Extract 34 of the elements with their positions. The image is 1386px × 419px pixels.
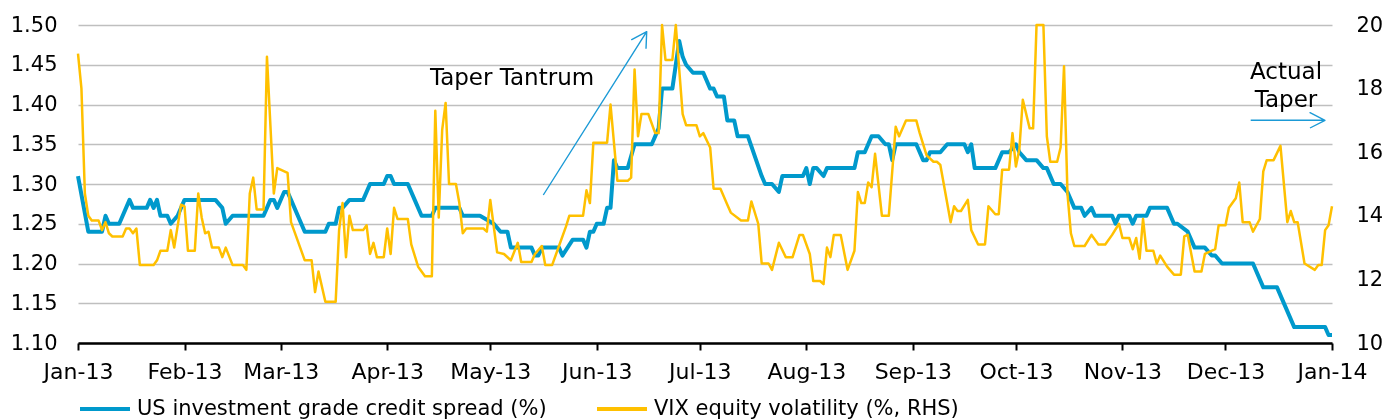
y2-tick-label: 18	[1356, 76, 1384, 101]
y-tick-label: 1.35	[10, 131, 58, 156]
y-tick-label: 1.40	[10, 92, 58, 116]
y-tick-label: 1.30	[10, 171, 58, 196]
x-tick-label: Aug-13	[767, 358, 847, 384]
x-tick-label: May-13	[450, 358, 532, 384]
x-tick-label: Mar-13	[243, 358, 320, 384]
x-tick-label: Jan-14	[1295, 358, 1368, 384]
annotation: Actual Taper	[1249, 57, 1323, 112]
x-tick-label: Oct-13	[979, 358, 1054, 384]
legend-label: VIX equity volatility (%, RHS)	[654, 396, 959, 419]
annotation: Taper Tantrum	[428, 64, 595, 90]
legend-label: US investment grade credit spread (%)	[137, 396, 547, 419]
y-tick-label: 1.15	[10, 290, 58, 315]
y2-tick-label: 14	[1356, 203, 1384, 228]
x-tick-label: Apr-13	[351, 358, 424, 384]
y-tick-label: 1.25	[10, 211, 58, 236]
x-tick-label: Nov-13	[1083, 358, 1163, 384]
y-tick-label: 1.50	[10, 12, 58, 37]
line-series	[76, 23, 1334, 303]
x-tick-label: Sep-13	[874, 358, 953, 384]
y2-tick-label: 16	[1356, 139, 1384, 164]
y2-tick-label: 12	[1356, 266, 1384, 291]
y-tick-label: 1.20	[10, 251, 58, 275]
x-tick-label: Jul-13	[667, 358, 732, 384]
y-tick-label: 1.45	[10, 52, 58, 77]
y2-tick-label: 20	[1356, 12, 1384, 37]
y2-tick-label: 10	[1356, 330, 1384, 355]
x-tick-label: Jan-13	[41, 358, 114, 384]
x-tick-label: Feb-13	[147, 358, 223, 384]
y-tick-label: 1.10	[10, 330, 58, 355]
x-tick-label: Dec-13	[1186, 358, 1266, 384]
x-tick-label: Jun-13	[560, 358, 633, 384]
line-series	[76, 38, 1334, 338]
